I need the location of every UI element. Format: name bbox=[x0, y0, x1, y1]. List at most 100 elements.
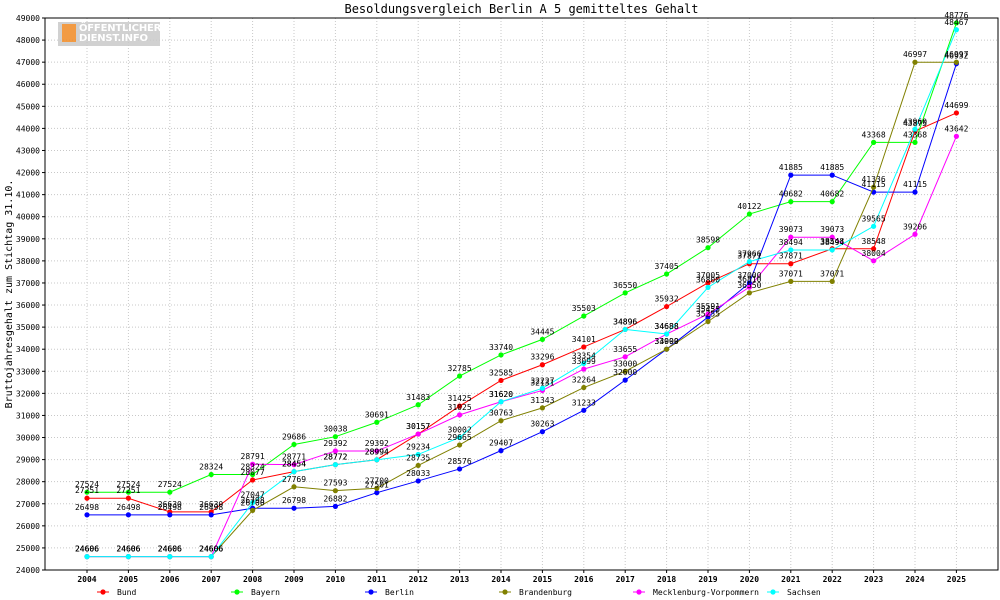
data-point bbox=[871, 246, 877, 252]
data-point bbox=[167, 489, 173, 495]
x-tick-label: 2013 bbox=[450, 575, 469, 584]
data-point bbox=[457, 412, 463, 418]
series-line bbox=[87, 112, 957, 513]
x-tick-label: 2008 bbox=[243, 575, 262, 584]
data-label: 43368 bbox=[903, 130, 927, 139]
data-label: 37000 bbox=[737, 271, 761, 280]
data-point bbox=[374, 457, 380, 463]
data-label: 43642 bbox=[944, 124, 968, 133]
data-point bbox=[125, 495, 131, 501]
x-tick-label: 2006 bbox=[160, 575, 179, 584]
data-point bbox=[664, 271, 670, 277]
y-tick-label: 25000 bbox=[16, 544, 40, 553]
data-label: 36800 bbox=[696, 275, 720, 284]
data-point bbox=[829, 278, 835, 284]
data-point bbox=[788, 247, 794, 253]
data-label: 38548 bbox=[820, 237, 844, 246]
data-point bbox=[332, 462, 338, 468]
data-point bbox=[581, 384, 587, 391]
data-point bbox=[208, 471, 214, 478]
data-label: 39206 bbox=[903, 222, 927, 231]
data-point bbox=[953, 20, 960, 26]
data-point bbox=[871, 223, 877, 229]
series-line bbox=[87, 61, 957, 558]
data-label: 27251 bbox=[75, 486, 99, 495]
data-label: 46932 bbox=[944, 52, 968, 61]
x-tick-label: 2012 bbox=[409, 575, 428, 584]
y-tick-label: 30000 bbox=[16, 434, 40, 443]
y-tick-label: 24000 bbox=[16, 566, 40, 575]
data-point bbox=[125, 512, 131, 518]
data-point bbox=[84, 489, 90, 495]
x-tick-label: 2007 bbox=[202, 575, 221, 584]
data-point bbox=[581, 360, 587, 367]
data-label: 30157 bbox=[406, 422, 430, 431]
data-label: 26498 bbox=[158, 503, 182, 512]
data-point bbox=[498, 399, 504, 405]
data-label: 48776 bbox=[944, 11, 968, 20]
data-point bbox=[374, 419, 380, 425]
data-point bbox=[332, 488, 338, 494]
data-label: 34445 bbox=[530, 327, 554, 336]
data-point bbox=[539, 336, 546, 342]
y-tick-label: 38000 bbox=[16, 257, 40, 266]
data-point bbox=[539, 362, 546, 368]
legend-label: Berlin bbox=[385, 588, 414, 597]
data-point bbox=[705, 284, 711, 290]
y-tick-label: 28000 bbox=[16, 478, 40, 487]
data-point bbox=[415, 451, 421, 458]
data-label: 24606 bbox=[75, 545, 99, 554]
data-label: 37871 bbox=[779, 252, 803, 261]
data-label: 24606 bbox=[158, 545, 182, 554]
x-tick-label: 2015 bbox=[533, 575, 552, 584]
data-label: 31025 bbox=[448, 403, 472, 412]
data-point bbox=[746, 259, 753, 265]
data-point bbox=[705, 311, 711, 317]
data-label: 24606 bbox=[199, 545, 223, 554]
data-label: 28994 bbox=[365, 448, 389, 457]
data-point bbox=[953, 133, 960, 139]
data-label: 28033 bbox=[406, 469, 430, 478]
data-point bbox=[788, 172, 794, 178]
data-point bbox=[622, 354, 628, 360]
data-label: 30038 bbox=[323, 425, 347, 434]
data-label: 43368 bbox=[862, 130, 886, 139]
y-tick-label: 27000 bbox=[16, 500, 40, 509]
y-axis-label: Bruttojahresgehalt zum Stichtag 31.10. bbox=[4, 180, 15, 409]
data-label: 30763 bbox=[489, 409, 513, 418]
data-label: 27251 bbox=[116, 486, 140, 495]
data-label: 27524 bbox=[158, 480, 182, 489]
data-label: 34688 bbox=[655, 322, 679, 331]
y-tick-label: 41000 bbox=[16, 191, 40, 200]
data-label: 33740 bbox=[489, 343, 513, 352]
data-label: 24606 bbox=[75, 545, 99, 554]
y-tick-label: 33000 bbox=[16, 367, 40, 376]
data-label: 27524 bbox=[75, 480, 99, 489]
data-label: 37966 bbox=[737, 250, 761, 259]
data-label: 35455 bbox=[696, 305, 720, 314]
data-label: 26630 bbox=[158, 500, 182, 509]
data-label: 35932 bbox=[655, 295, 679, 304]
data-label: 32227 bbox=[530, 376, 554, 385]
data-point bbox=[539, 385, 546, 391]
data-point bbox=[664, 346, 670, 352]
data-point bbox=[291, 484, 297, 490]
y-tick-label: 26000 bbox=[16, 522, 40, 531]
data-point bbox=[581, 407, 587, 413]
data-label: 40122 bbox=[737, 202, 761, 211]
data-point bbox=[208, 512, 214, 518]
y-tick-label: 34000 bbox=[16, 345, 40, 354]
series-line bbox=[87, 63, 957, 516]
data-point bbox=[291, 469, 297, 475]
data-label: 28771 bbox=[282, 453, 306, 462]
data-point bbox=[208, 554, 214, 560]
data-point bbox=[829, 199, 835, 205]
y-tick-label: 46000 bbox=[16, 80, 40, 89]
data-point bbox=[912, 189, 918, 195]
data-label: 34688 bbox=[655, 322, 679, 331]
y-tick-label: 44000 bbox=[16, 124, 40, 133]
data-point bbox=[953, 27, 960, 33]
data-label: 30002 bbox=[448, 425, 472, 434]
data-label: 35591 bbox=[696, 302, 720, 311]
